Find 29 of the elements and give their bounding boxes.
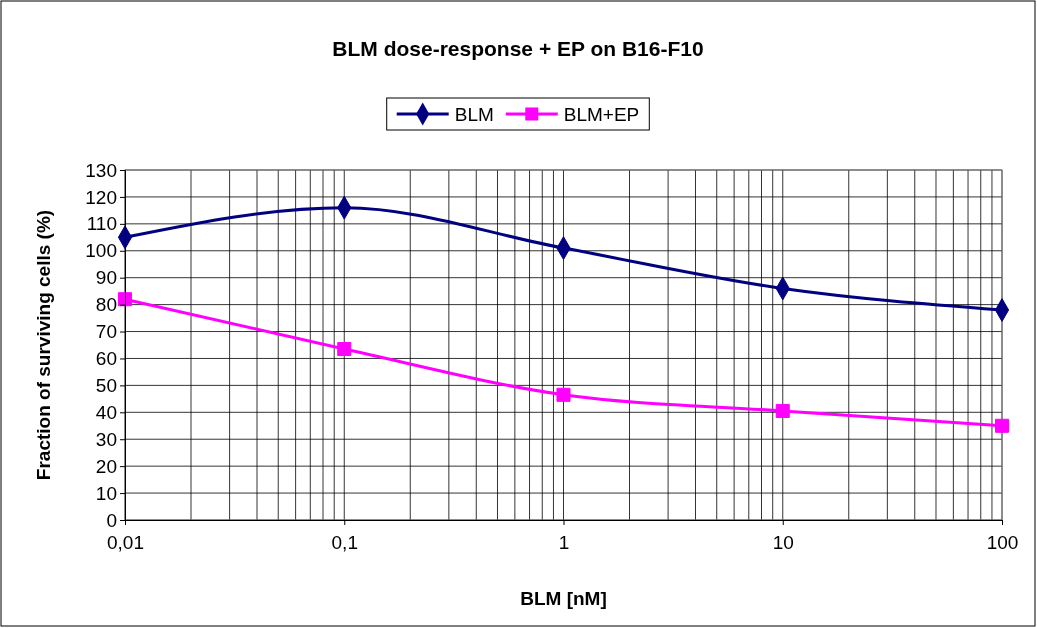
x-tick-label: 0,1 <box>331 531 358 553</box>
legend-label: BLM+EP <box>563 104 640 125</box>
chart-title: BLM dose-response + EP on B16-F10 <box>332 37 704 60</box>
point <box>117 292 133 307</box>
y-tick-label: 70 <box>95 321 117 343</box>
y-tick-label: 100 <box>85 240 117 262</box>
y-tick-label: 120 <box>85 186 117 208</box>
x-tick-label: 0,01 <box>107 531 144 553</box>
y-tick-label: 80 <box>95 294 117 316</box>
y-axis-title: Fraction of surviving cells (%) <box>33 209 54 481</box>
y-tick-label: 60 <box>95 348 117 370</box>
point <box>994 418 1010 433</box>
y-tick-label: 110 <box>86 213 117 235</box>
legend-label: BLM <box>454 104 494 125</box>
y-tick-label: 20 <box>95 455 117 477</box>
y-tick-label: 10 <box>95 482 117 504</box>
point <box>556 387 571 402</box>
point <box>775 403 790 418</box>
x-tick-label: 1 <box>558 531 570 553</box>
y-tick-label: 40 <box>95 401 117 423</box>
point <box>337 342 352 357</box>
y-tick-label: 90 <box>95 267 117 289</box>
y-tick-label: 0 <box>106 509 117 531</box>
x-axis-title: BLM [nM] <box>520 588 607 609</box>
y-tick-label: 130 <box>85 159 117 181</box>
y-tick-label: 50 <box>95 374 117 396</box>
x-tick-label: 100 <box>986 531 1019 553</box>
y-tick-label: 30 <box>95 428 117 450</box>
x-tick-label: 10 <box>772 531 794 553</box>
